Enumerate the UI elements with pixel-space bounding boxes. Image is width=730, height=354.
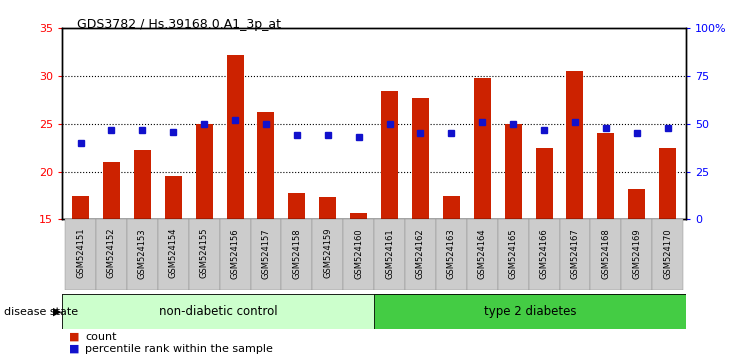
Bar (96, 219, 127, 290)
Text: GSM524170: GSM524170 (663, 228, 672, 279)
Text: GSM524160: GSM524160 (354, 228, 364, 279)
Bar (319, 198, 337, 219)
Text: GSM524155: GSM524155 (200, 228, 209, 279)
Text: GSM524162: GSM524162 (416, 228, 425, 279)
Bar (629, 189, 645, 219)
Bar (374, 294, 686, 329)
Text: GSM524161: GSM524161 (385, 228, 394, 279)
Bar (504, 124, 522, 219)
Text: GSM524163: GSM524163 (447, 228, 456, 279)
Bar (350, 213, 367, 219)
Bar (103, 162, 120, 219)
Text: GSM524153: GSM524153 (138, 228, 147, 279)
Bar (381, 91, 398, 219)
Bar (498, 219, 529, 290)
Text: non-diabetic control: non-diabetic control (159, 305, 277, 318)
Bar (529, 219, 559, 290)
Bar (536, 148, 553, 219)
Text: disease state: disease state (4, 307, 78, 316)
Text: GDS3782 / Hs.39168.0.A1_3p_at: GDS3782 / Hs.39168.0.A1_3p_at (77, 18, 280, 31)
Bar (652, 219, 683, 290)
Bar (258, 113, 274, 219)
Bar (466, 219, 498, 290)
Bar (220, 219, 250, 290)
Text: type 2 diabetes: type 2 diabetes (484, 305, 577, 318)
Text: GSM524154: GSM524154 (169, 228, 178, 279)
Bar (288, 193, 305, 219)
Text: GSM524151: GSM524151 (76, 228, 85, 279)
Text: GSM524156: GSM524156 (231, 228, 239, 279)
Bar (250, 219, 282, 290)
Text: GSM524169: GSM524169 (632, 228, 641, 279)
Bar (591, 219, 621, 290)
Bar (566, 72, 583, 219)
Text: GSM524167: GSM524167 (570, 228, 580, 279)
Bar (621, 219, 652, 290)
Text: ▶: ▶ (53, 307, 62, 316)
Text: ■: ■ (69, 332, 80, 342)
Bar (226, 55, 244, 219)
Text: GSM524164: GSM524164 (477, 228, 487, 279)
Text: GSM524165: GSM524165 (509, 228, 518, 279)
Bar (436, 219, 466, 290)
Bar (343, 219, 374, 290)
Text: count: count (85, 332, 117, 342)
Bar (559, 219, 591, 290)
Text: GSM524158: GSM524158 (293, 228, 301, 279)
Bar (474, 78, 491, 219)
Bar (158, 219, 189, 290)
Text: percentile rank within the sample: percentile rank within the sample (85, 344, 273, 354)
Bar (127, 219, 158, 290)
Bar (189, 219, 220, 290)
Bar (597, 133, 615, 219)
Text: GSM524166: GSM524166 (539, 228, 548, 279)
Text: GSM524168: GSM524168 (602, 228, 610, 279)
Text: ■: ■ (69, 344, 80, 354)
Bar (196, 124, 212, 219)
Bar (443, 195, 460, 219)
Bar (312, 219, 343, 290)
Bar (62, 294, 374, 329)
Text: GSM524157: GSM524157 (261, 228, 271, 279)
Bar (134, 150, 151, 219)
Text: GSM524152: GSM524152 (107, 228, 116, 279)
Bar (412, 98, 429, 219)
Bar (659, 148, 676, 219)
Bar (282, 219, 312, 290)
Bar (65, 219, 96, 290)
Bar (165, 176, 182, 219)
Text: GSM524159: GSM524159 (323, 228, 332, 279)
Bar (72, 195, 89, 219)
Bar (374, 219, 405, 290)
Bar (405, 219, 436, 290)
